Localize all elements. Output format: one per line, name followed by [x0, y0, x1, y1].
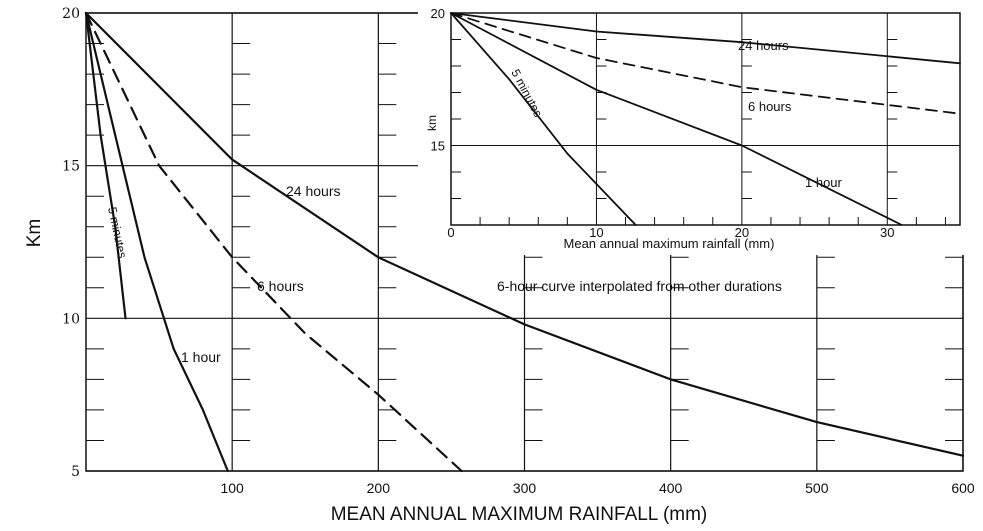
inset-series-label-1-hour: 1 hour: [805, 175, 843, 190]
inset-series-label-6-hours: 6 hours: [748, 99, 792, 114]
inset-series-5-minutes: [450, 12, 637, 226]
inset-x-tick-label: 30: [880, 225, 894, 240]
main-series-24-hours: [84, 11, 965, 457]
inset-x-tick-label: 0: [447, 225, 454, 240]
main-x-tick-label: 400: [659, 480, 683, 496]
main-x-tick-labels: 100 200 300 400 500 600: [220, 480, 974, 496]
inset-background: [418, 5, 978, 255]
inset-x-tick-label: 10: [589, 225, 603, 240]
inset-grid: [418, 5, 978, 255]
main-series-label-24-hours: 24 hours: [286, 183, 340, 199]
main-y-tick-label: 5: [71, 464, 80, 480]
main-series-6-hours: [84, 11, 463, 473]
main-x-tick-label: 300: [513, 480, 537, 496]
inset-series-label-24-hours: 24 hours: [738, 38, 789, 53]
inset-series-24-hours: [450, 12, 961, 65]
main-curves: [84, 11, 965, 473]
inset-y-tick-label: 20: [431, 6, 445, 21]
main-series-label-5-minutes: 5 minutes: [105, 206, 130, 260]
main-series-5-minutes: [84, 11, 127, 320]
main-x-axis-label: MEAN ANNUAL MAXIMUM RAINFALL (mm): [331, 504, 708, 525]
inset-y-tick-label: 15: [431, 139, 445, 154]
main-x-tick-label: 600: [951, 480, 975, 496]
inset-curves: [450, 12, 961, 226]
main-series-label-6-hours: 6 hours: [257, 278, 304, 294]
inset-x-axis-label: Mean annual maximum rainfall (mm): [564, 236, 775, 251]
main-x-tick-label: 100: [220, 480, 244, 496]
main-series-label-1-hour: 1 hour: [181, 349, 221, 365]
inset-series-1-hour: [450, 12, 903, 226]
main-x-tick-label: 200: [367, 480, 391, 496]
main-y-tick-label: 15: [62, 159, 80, 175]
main-series-1-hour: [84, 11, 229, 473]
main-y-tick-labels: 20 15 10 5: [62, 6, 80, 480]
main-x-tick-label: 500: [805, 480, 829, 496]
inset-x-tick-label: 20: [735, 225, 749, 240]
inset-x-tick-labels: 0 10 20 30: [447, 225, 894, 240]
main-y-tick-label: 10: [62, 311, 80, 327]
inset-series-6-hours: [450, 12, 961, 115]
main-y-axis-label: Km: [24, 219, 45, 248]
main-annotation: 6-hour curve interpolated from other dur…: [497, 278, 782, 294]
main-y-tick-label: 20: [62, 6, 80, 22]
inset-plot-frame: [450, 12, 961, 226]
inset-y-axis-label: km: [425, 115, 439, 131]
